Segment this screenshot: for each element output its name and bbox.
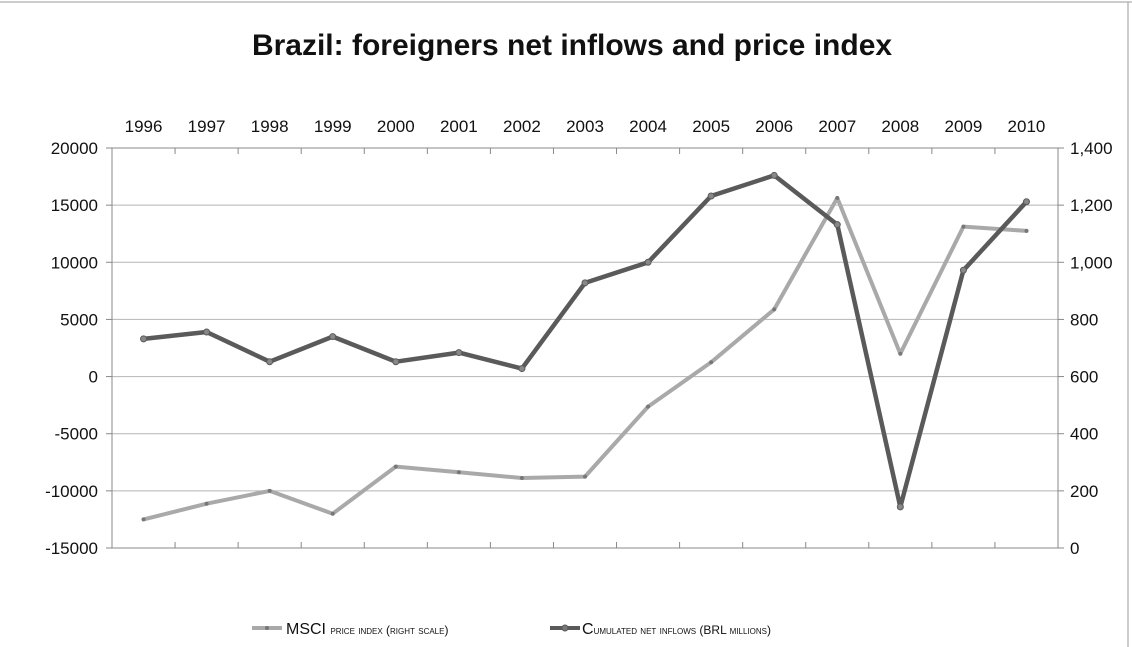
legend-label-msci-part2: price index (right scale) [330, 623, 448, 637]
x-tick-label: 2006 [755, 117, 793, 136]
data-point-inflows [266, 358, 274, 366]
legend-item-inflows: Cumulated net inflows (BRL millions) [550, 621, 771, 638]
x-tick-label: 2008 [881, 117, 919, 136]
legend: MSCI price index (right scale) Cumulated… [252, 621, 771, 638]
data-point-msci [330, 511, 335, 516]
x-tick-label: 2004 [629, 117, 667, 136]
left-axis-tick-label: -15000 [45, 539, 98, 558]
data-point-inflows [770, 171, 778, 179]
data-point-inflows [329, 333, 337, 341]
data-point-msci [141, 517, 146, 522]
data-point-msci [709, 360, 714, 365]
left-axis-tick-label: -5000 [55, 425, 98, 444]
x-tick-label: 1997 [188, 117, 226, 136]
right-axis-tick-label: 200 [1070, 482, 1098, 501]
data-point-inflows [707, 192, 715, 200]
legend-marker-msci [265, 626, 269, 630]
data-point-inflows [203, 328, 211, 336]
right-axis-tick-label: 800 [1070, 310, 1098, 329]
left-axis-tick-label: 15000 [51, 196, 98, 215]
right-axis-tick-label: 1,200 [1070, 196, 1113, 215]
data-point-inflows [833, 221, 841, 229]
x-tick-label: 2007 [818, 117, 856, 136]
data-point-inflows [959, 266, 967, 274]
legend-marker-inflows [561, 624, 569, 632]
data-point-msci [519, 476, 524, 480]
right-axis-tick-label: 1,400 [1070, 139, 1113, 158]
x-tick-label: 1998 [251, 117, 289, 136]
data-point-msci [456, 470, 461, 475]
legend-label-inflows-part1: C [582, 621, 594, 638]
x-tick-labels: 1996 1997 1998 1999 2000 2001 2002 2003 2004 2005… [125, 117, 1046, 136]
data-point-msci [646, 404, 651, 409]
x-tick-label: 2009 [944, 117, 982, 136]
x-tick-label: 2001 [440, 117, 478, 136]
x-tick-label: 2002 [503, 117, 541, 136]
x-tick-label: 1999 [314, 117, 352, 136]
left-axis-tick-label: 0 [89, 368, 98, 387]
data-point-inflows [644, 258, 652, 266]
x-tick-label: 2010 [1008, 117, 1046, 136]
legend-item-msci: MSCI price index (right scale) [252, 621, 448, 638]
data-point-inflows [455, 349, 463, 357]
legend-label-inflows-part2: umulated net inflows (BRL millions) [594, 623, 771, 637]
data-point-inflows [1022, 198, 1030, 206]
legend-label-msci-part1: MSCI [286, 621, 330, 638]
right-axis-tick-label: 0 [1070, 539, 1079, 558]
left-axis-tick-label: 20000 [51, 139, 98, 158]
x-tick-label: 2005 [692, 117, 730, 136]
right-axis-tick-labels: 1,400 1,200 1,000 800 600 400 200 0 [1070, 139, 1113, 558]
data-point-inflows [896, 503, 904, 511]
left-axis-tick-labels: 20000 15000 10000 5000 0 -5000 -10000 -15000 [45, 139, 98, 558]
x-tick-label: 2003 [566, 117, 604, 136]
series-lines [140, 171, 1030, 522]
chart-title: Brazil: foreigners net inflows and price… [252, 29, 892, 62]
right-axis-tick-label: 400 [1070, 425, 1098, 444]
data-point-msci [204, 501, 209, 506]
right-axis-tick-label: 600 [1070, 368, 1098, 387]
legend-label-msci: MSCI price index (right scale) [286, 621, 448, 638]
data-point-inflows [140, 335, 148, 343]
data-point-inflows [581, 279, 589, 287]
data-point-msci [267, 488, 272, 493]
legend-label-inflows: Cumulated net inflows (BRL millions) [582, 621, 771, 638]
right-axis-tick-label: 1,000 [1070, 253, 1113, 272]
data-point-inflows [392, 358, 400, 366]
data-point-msci [898, 351, 903, 356]
data-point-msci [835, 196, 840, 200]
data-point-msci [772, 307, 777, 312]
left-axis-tick-label: 5000 [60, 310, 98, 329]
left-axis-tick-label: 10000 [51, 253, 98, 272]
data-point-msci [961, 224, 966, 229]
left-axis-tick-label: -10000 [45, 482, 98, 501]
axes [106, 147, 1064, 549]
x-tick-label: 1996 [125, 117, 163, 136]
data-point-msci [583, 474, 587, 479]
data-point-msci [1024, 228, 1029, 233]
x-tick-label: 2000 [377, 117, 415, 136]
data-point-msci [393, 464, 398, 469]
data-point-inflows [518, 365, 526, 373]
